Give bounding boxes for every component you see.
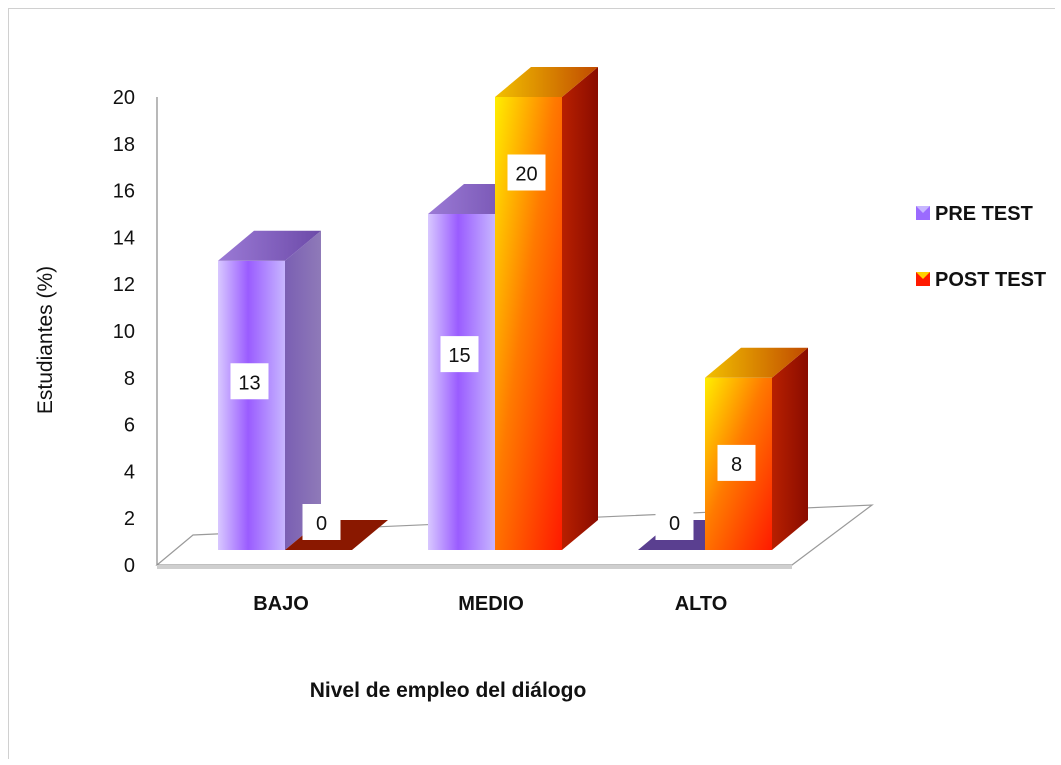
bar-side xyxy=(285,230,321,551)
data-label-box xyxy=(717,444,756,481)
bar-front xyxy=(428,214,495,550)
bar-front xyxy=(218,260,285,550)
y-tick-label: 4 xyxy=(124,461,135,483)
legend-label: POST TEST xyxy=(935,269,1046,291)
y-tick-label: 6 xyxy=(124,415,135,437)
data-label-text: 13 xyxy=(238,372,260,394)
data-label: 8 xyxy=(717,444,756,481)
y-tick-label: 10 xyxy=(113,321,135,343)
data-label-box xyxy=(230,363,269,400)
y-tick-label: 8 xyxy=(124,368,135,390)
bar xyxy=(495,67,598,550)
bar-top xyxy=(218,230,321,261)
legend-item: POST TEST xyxy=(916,269,1046,291)
x-tick-label: ALTO xyxy=(675,593,728,615)
data-label: 13 xyxy=(230,363,269,400)
y-tick-label: 14 xyxy=(113,227,135,249)
bar-top xyxy=(495,67,598,97)
data-label-box xyxy=(507,154,546,191)
y-tick-label: 16 xyxy=(113,181,135,203)
data-label-text: 15 xyxy=(448,345,470,367)
y-tick-label: 0 xyxy=(124,555,135,577)
chart-floor-edge xyxy=(157,565,792,569)
bars-layer xyxy=(218,67,808,551)
data-label: 0 xyxy=(302,504,341,540)
y-tick-label: 12 xyxy=(113,274,135,296)
data-label-box xyxy=(655,504,694,540)
bar xyxy=(218,230,321,551)
data-label: 20 xyxy=(507,154,546,191)
data-label-box xyxy=(440,336,479,373)
y-tick-label: 2 xyxy=(124,508,135,530)
legend-item: PRE TEST xyxy=(916,203,1033,225)
data-label-text: 0 xyxy=(316,513,327,535)
legend-swatch-highlight xyxy=(916,272,930,279)
data-label: 0 xyxy=(655,504,694,540)
data-label-text: 8 xyxy=(731,454,742,476)
y-axis-title: Estudiantes (%) xyxy=(34,266,57,414)
chart-frame xyxy=(8,8,1055,759)
data-label: 15 xyxy=(440,336,479,373)
x-tick-label: MEDIO xyxy=(458,593,524,615)
legend-swatch-highlight xyxy=(916,206,930,213)
data-labels-layer: 13 15 0 0 20 8 xyxy=(230,154,756,540)
y-tick-label: 20 xyxy=(113,87,135,109)
data-label-text: 0 xyxy=(669,513,680,535)
y-tick-label: 18 xyxy=(113,134,135,156)
bar-side xyxy=(562,67,598,550)
legend-label: PRE TEST xyxy=(935,203,1033,225)
x-axis-title: Nivel de empleo del diálogo xyxy=(310,679,587,702)
x-tick-label: BAJO xyxy=(253,593,309,615)
axis-layer: 0 2 4 6 8 10 12 14 16 18 20 BAJO MEDIO ALTO xyxy=(113,87,728,615)
legend: PRE TEST POST TEST xyxy=(916,203,1046,291)
bar-side xyxy=(772,347,808,550)
data-label-box xyxy=(302,504,341,540)
data-label-text: 20 xyxy=(515,164,537,186)
bar-top xyxy=(705,347,808,378)
